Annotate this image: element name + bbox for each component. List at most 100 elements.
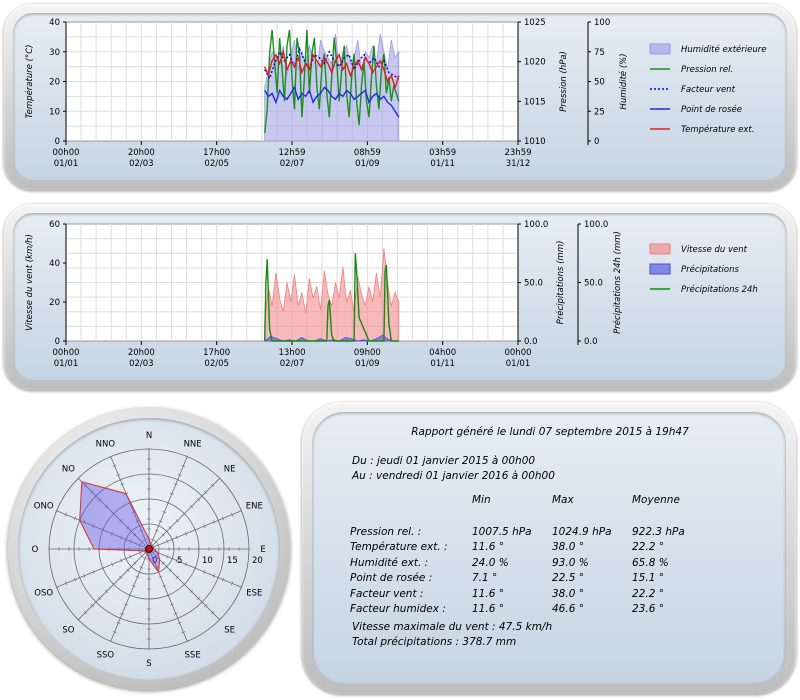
- spoke-tick: [112, 464, 117, 467]
- spoke-tick: [175, 535, 178, 540]
- legend-label: Vitesse du vent: [681, 245, 748, 255]
- row-average: 23.6 °: [632, 603, 664, 616]
- x-tick-label: 01/01: [54, 359, 79, 369]
- spoke-tick: [64, 581, 67, 586]
- spoke-tick: [221, 577, 224, 582]
- x-tick-label: 08h59: [354, 148, 381, 158]
- spoke-tick: [166, 539, 169, 544]
- column-max: Max: [552, 494, 574, 506]
- spoke-tick: [166, 594, 171, 597]
- row-label: Point de rosée :: [350, 572, 433, 585]
- direction-label: SSO: [97, 650, 115, 660]
- spoke-tick: [97, 596, 102, 601]
- report-table: Min Max Moyenne Pression rel. : 1007.5 h…: [350, 494, 712, 617]
- x-tick-label: 09h00: [354, 348, 381, 358]
- direction-label: SE: [224, 626, 235, 636]
- x-tick-label: 02/05: [204, 359, 229, 369]
- legend-swatch: [649, 263, 671, 275]
- spoke-tick: [76, 476, 80, 480]
- spoke-tick: [126, 568, 130, 572]
- spoke-tick: [111, 562, 114, 567]
- spoke-tick: [184, 531, 187, 536]
- x-tick-label: 23h59: [504, 148, 531, 158]
- radial-tick-label: 0: [152, 556, 157, 566]
- spoke-tick: [169, 492, 174, 495]
- row-label: Humidité ext. :: [350, 556, 429, 569]
- x-tick-label: 01/01: [506, 359, 531, 369]
- row-average: 22.2 °: [632, 541, 664, 554]
- spoke-tick: [175, 558, 178, 563]
- spoke-tick: [182, 512, 186, 516]
- table-row: Humidité ext. : 24.0 % 93.0 % 65.8 %: [350, 555, 712, 571]
- legend-swatch: [649, 243, 671, 255]
- spoke-tick: [83, 573, 86, 578]
- x-tick-label: 20h00: [128, 348, 155, 358]
- spoke-tick: [168, 568, 172, 572]
- legend-label: Température ext.: [681, 124, 754, 135]
- direction-label: O: [32, 545, 39, 555]
- direction-label: E: [260, 545, 265, 555]
- spoke-tick: [92, 524, 95, 529]
- column-min: Min: [472, 494, 491, 506]
- windrose-area: [79, 481, 161, 574]
- spoke-tick: [185, 455, 190, 458]
- spoke-tick: [231, 512, 234, 517]
- x-tick-label: 00h00: [52, 148, 79, 158]
- y-tick-label: 0: [55, 137, 60, 147]
- spoke-tick: [173, 483, 178, 486]
- row-min: 11.6 °: [472, 541, 504, 554]
- legend-label: Humidité extérieure: [681, 44, 766, 55]
- spoke-tick: [150, 557, 155, 560]
- total-rain-text: Total précipitations : 378.7 mm: [352, 636, 517, 648]
- spoke-tick: [133, 561, 137, 565]
- table-row: Point de rosée : 7.1 ° 22.5 ° 15.1 °: [350, 571, 712, 587]
- y-axis-right-label: Précipitations (mm): [555, 241, 566, 325]
- spoke-tick: [108, 640, 113, 643]
- y-tick-label: 100: [594, 18, 610, 28]
- report-panel: [302, 402, 796, 694]
- row-average: 922.3 hPa: [632, 525, 685, 538]
- spoke-tick: [154, 554, 158, 558]
- spoke-tick: [182, 582, 186, 586]
- y-tick-label: 10: [49, 107, 60, 117]
- y-tick-label: 20: [49, 78, 60, 88]
- row-label: Pression rel. :: [350, 525, 422, 538]
- spoke-tick: [76, 618, 80, 622]
- spoke-tick: [104, 504, 109, 509]
- spoke-tick: [112, 512, 116, 516]
- spoke-tick: [161, 561, 165, 565]
- x-tick-label: 02/07: [280, 359, 305, 369]
- spoke-tick: [101, 566, 104, 571]
- x-tick-label: 01/11: [430, 159, 455, 169]
- report-from: Du : jeudi 01 janvier 2015 à 00h00: [352, 455, 536, 467]
- spoke-tick: [129, 554, 132, 559]
- spoke-tick: [161, 533, 165, 537]
- y-tick-label: 1025: [524, 18, 546, 28]
- direction-label: NE: [224, 464, 236, 474]
- spoke-tick: [154, 540, 158, 544]
- table-row: Facteur humidex : 11.6 ° 46.6 ° 23.6 °: [350, 602, 712, 618]
- row-max: 1024.9 hPa: [552, 525, 612, 538]
- spoke-tick: [166, 554, 169, 559]
- direction-label: NNO: [96, 440, 116, 450]
- legend-label: Pression rel.: [681, 65, 733, 75]
- spoke-tick: [177, 621, 182, 624]
- spoke-tick: [231, 581, 234, 586]
- table-row: Facteur vent : 11.6 ° 38.0 ° 22.2 °: [350, 586, 712, 602]
- row-average: 22.2 °: [632, 587, 664, 600]
- series-area: [264, 248, 400, 342]
- spoke-tick: [162, 584, 167, 587]
- legend-label: Facteur vent: [681, 85, 736, 95]
- y-tick-label: 1020: [524, 58, 546, 68]
- spoke-tick: [203, 603, 208, 608]
- spoke-tick: [101, 527, 104, 532]
- spoke-tick: [120, 483, 125, 486]
- windrose-chart: N NNE NE ENE E ESE SE SSE S SSO SO OSO O ONO NO NNO 0 5 10…: [32, 431, 266, 669]
- spoke-tick: [55, 508, 58, 513]
- row-average: 15.1 °: [632, 572, 664, 585]
- report-summary: Vitesse maximale du vent : 47.5 km/h Tot…: [352, 620, 552, 650]
- spoke-tick: [194, 566, 197, 571]
- spoke-tick: [104, 589, 109, 594]
- spoke-tick: [112, 631, 117, 634]
